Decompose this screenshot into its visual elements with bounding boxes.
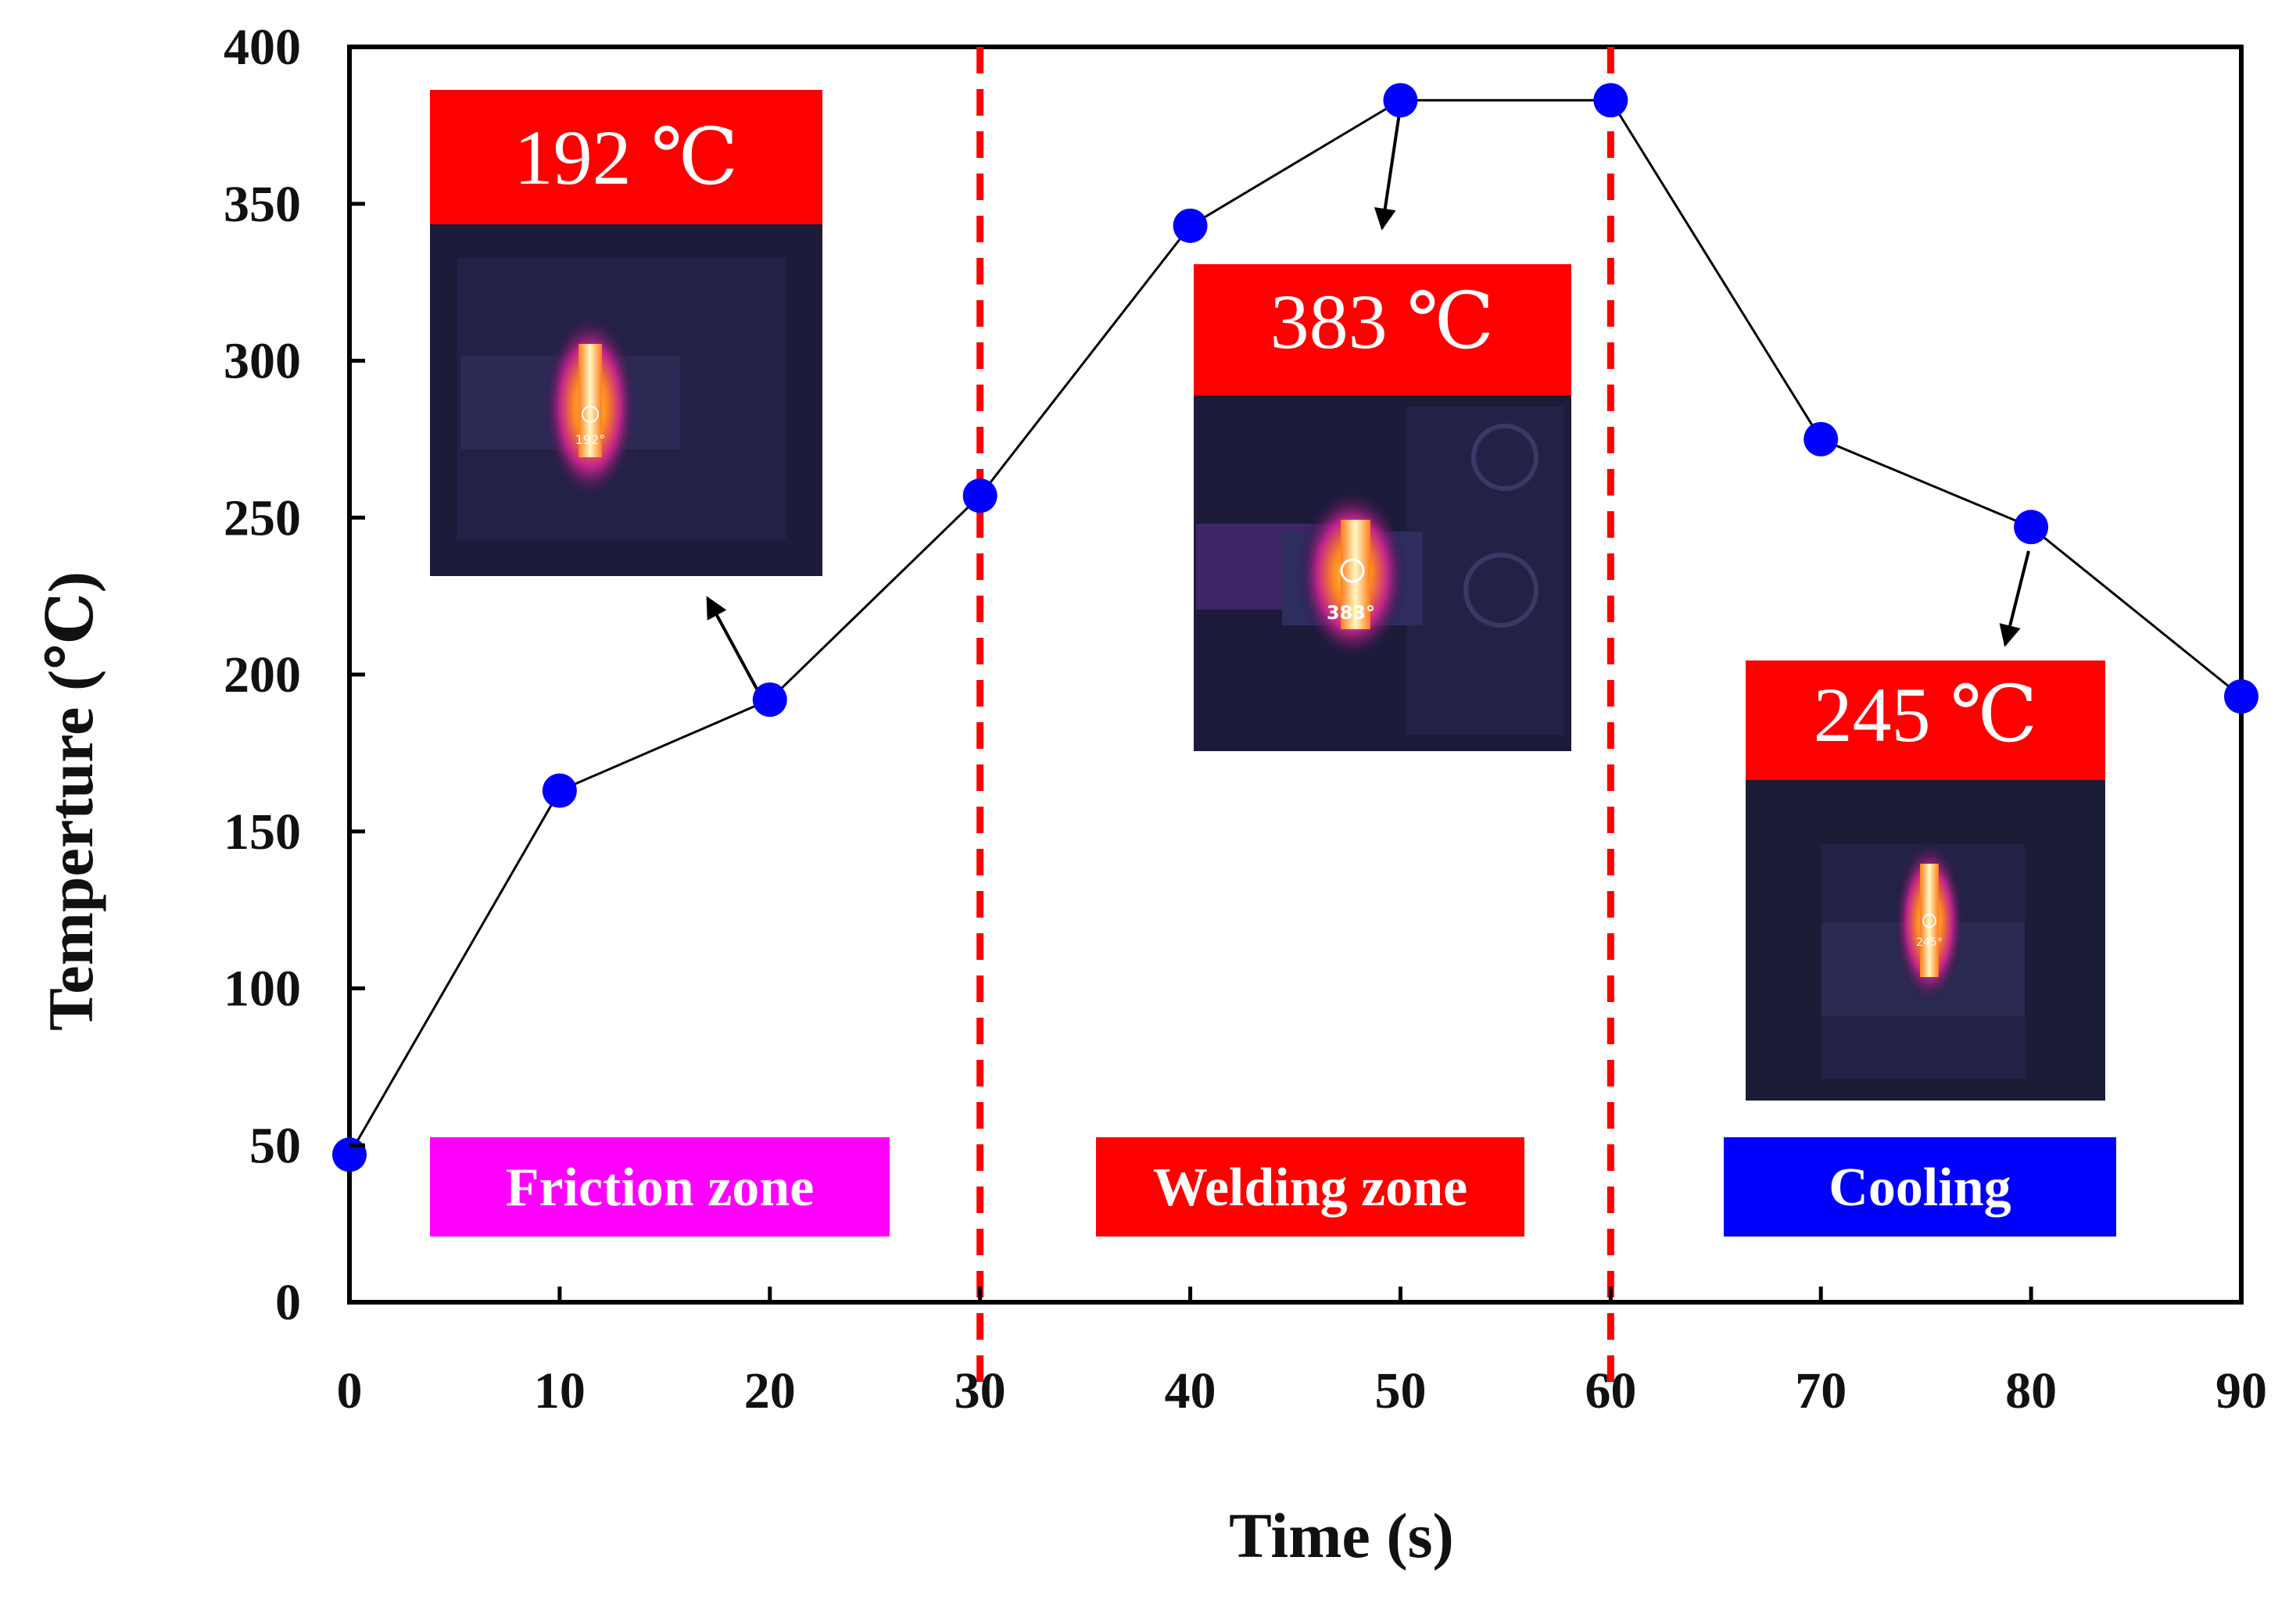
data-point bbox=[1383, 83, 1418, 118]
zone-label-cooling: Cooling bbox=[1724, 1137, 2116, 1237]
thermal-reading-192: 192° bbox=[575, 432, 606, 447]
y-axis-ticks: 0 50 100 150 200 250 300 350 400 bbox=[224, 19, 365, 1331]
arrow-245 bbox=[1999, 550, 2030, 647]
inset-245-label: 245 ℃ bbox=[1814, 671, 2038, 758]
inset-383-label-bg bbox=[1194, 264, 1571, 396]
zone-box-friction bbox=[430, 1137, 890, 1237]
y-tick-label: 400 bbox=[224, 19, 301, 76]
thermal-image-192: 192° bbox=[430, 224, 822, 576]
x-tick-label: 60 bbox=[1585, 1362, 1636, 1419]
x-tick-label: 70 bbox=[1795, 1362, 1846, 1419]
thermal-reading-245: 245° bbox=[1916, 936, 1943, 949]
callout-arrows bbox=[706, 113, 2030, 693]
zone-text-friction: Friction zone bbox=[506, 1158, 815, 1218]
zone-box-welding bbox=[1096, 1137, 1524, 1237]
x-tick-label: 80 bbox=[2005, 1362, 2057, 1419]
data-point bbox=[1803, 421, 1839, 456]
series-temperature bbox=[332, 83, 2258, 1172]
thermal-image-383: 383° bbox=[1194, 396, 1571, 751]
zone-boundaries bbox=[976, 47, 1614, 1384]
y-tick-label: 0 bbox=[275, 1274, 301, 1331]
y-tick-label: 300 bbox=[224, 333, 301, 390]
series-line bbox=[348, 98, 2242, 1156]
arrow-383 bbox=[1374, 113, 1401, 231]
data-point bbox=[2014, 510, 2049, 545]
thermal-image-245: 245° bbox=[1746, 780, 2105, 1101]
inset-192: 192 ℃ 192° bbox=[430, 90, 822, 576]
inset-383: 383 ℃ 383° bbox=[1194, 264, 1571, 751]
x-tick-label: 0 bbox=[337, 1362, 363, 1419]
inset-192-label-bg bbox=[430, 90, 822, 224]
zone-box-cooling bbox=[1724, 1137, 2116, 1237]
data-point bbox=[332, 1137, 367, 1172]
x-axis-title: Time (s) bbox=[1229, 1500, 1454, 1571]
arrow-192 bbox=[706, 596, 760, 693]
x-tick-label: 90 bbox=[2215, 1362, 2267, 1419]
data-point bbox=[752, 682, 787, 718]
data-point bbox=[2224, 679, 2258, 714]
x-tick-label: 30 bbox=[955, 1362, 1006, 1419]
inset-245: 245 ℃ 245° bbox=[1746, 660, 2105, 1101]
thermal-reading-383: 383° bbox=[1327, 602, 1375, 624]
x-tick-label: 10 bbox=[534, 1362, 586, 1419]
data-point bbox=[1173, 208, 1208, 243]
y-tick-label: 250 bbox=[224, 489, 301, 546]
zone-label-friction: Friction zone bbox=[430, 1137, 890, 1237]
x-tick-label: 20 bbox=[744, 1362, 796, 1419]
y-tick-label: 350 bbox=[224, 176, 301, 233]
x-tick-label: 50 bbox=[1374, 1362, 1426, 1419]
inset-192-label: 192 ℃ bbox=[514, 114, 739, 201]
y-tick-label: 150 bbox=[224, 804, 301, 861]
zone-text-welding: Welding zone bbox=[1153, 1158, 1468, 1218]
inset-245-label-bg bbox=[1746, 660, 2105, 780]
inset-383-label: 383 ℃ bbox=[1270, 278, 1495, 365]
data-point bbox=[1593, 83, 1628, 118]
zone-label-welding: Welding zone bbox=[1096, 1137, 1524, 1237]
data-point bbox=[542, 773, 577, 808]
y-axis-title: Temperture (℃) bbox=[35, 571, 106, 1031]
y-tick-label: 50 bbox=[249, 1117, 301, 1174]
data-point bbox=[962, 478, 998, 514]
zone-text-cooling: Cooling bbox=[1829, 1158, 2011, 1218]
x-axis-ticks: 0 10 20 30 40 50 60 70 80 90 bbox=[337, 1287, 2267, 1419]
y-tick-label: 100 bbox=[224, 961, 301, 1018]
y-tick-label: 200 bbox=[224, 646, 301, 703]
x-tick-label: 40 bbox=[1165, 1362, 1216, 1419]
